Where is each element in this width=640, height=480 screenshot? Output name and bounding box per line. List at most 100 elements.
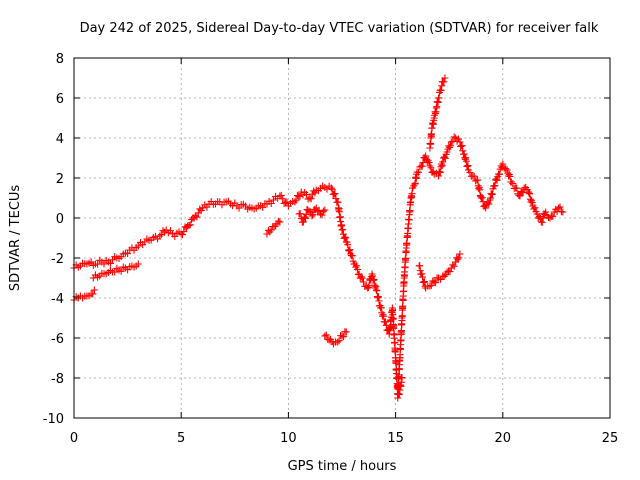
point-main	[516, 192, 524, 200]
x-axis-label: GPS time / hours	[288, 459, 397, 474]
point-lower-start	[89, 290, 97, 298]
point-extra-9h	[267, 226, 275, 234]
point-main	[277, 191, 285, 199]
point-main	[339, 226, 347, 234]
point-recovery-16h	[426, 282, 434, 290]
point-dip-12h	[335, 337, 343, 345]
point-main	[344, 241, 352, 249]
point-spike-17h	[440, 78, 448, 86]
point-main	[425, 159, 433, 167]
point-main	[353, 265, 361, 273]
point-recovery-16h	[440, 272, 448, 280]
point-main	[347, 250, 355, 258]
point-main	[422, 152, 430, 160]
point-main	[538, 218, 546, 226]
point-dip-12h	[322, 331, 330, 339]
point-main	[513, 184, 521, 192]
point-mid-band	[134, 260, 142, 268]
point-main	[380, 312, 388, 320]
point-main	[436, 168, 444, 176]
point-recovery-16h	[419, 273, 427, 281]
point-main	[302, 190, 310, 198]
point-main	[185, 221, 193, 229]
point-main	[87, 258, 95, 266]
x-tick-label: 0	[70, 431, 78, 446]
y-tick-label: 8	[56, 52, 64, 67]
point-main	[491, 182, 499, 190]
point-main	[180, 228, 188, 236]
grid	[74, 58, 610, 418]
point-spike-17h	[441, 74, 449, 82]
point-main	[307, 195, 315, 203]
point-main	[351, 260, 359, 268]
point-mid-band	[117, 267, 125, 275]
y-tick-label: -10	[43, 412, 64, 427]
point-main	[269, 196, 277, 204]
point-main	[549, 212, 557, 220]
point-main	[378, 309, 386, 317]
point-main	[535, 213, 543, 221]
point-main	[454, 135, 462, 143]
point-main	[470, 172, 478, 180]
point-main	[435, 168, 443, 176]
point-recovery-16h	[446, 268, 454, 276]
point-recovery-16h	[418, 270, 426, 278]
y-tick-label: -8	[51, 372, 64, 387]
point-main	[528, 199, 536, 207]
point-main	[134, 242, 142, 250]
point-dip-12h	[342, 328, 350, 336]
point-main	[446, 142, 454, 150]
point-main	[487, 190, 495, 198]
point-extra-10-12h	[318, 211, 326, 219]
point-main	[542, 208, 550, 216]
point-extra-10-12h	[305, 207, 313, 215]
point-dip-12h	[338, 332, 346, 340]
point-dip-12h	[334, 338, 342, 346]
point-main	[382, 318, 390, 326]
point-main	[296, 192, 304, 200]
x-tick-labels: 0 5 10 15 20 25	[70, 431, 618, 446]
y-tick-label: 6	[56, 92, 64, 107]
point-recovery-16h	[455, 254, 463, 262]
point-main	[124, 250, 132, 258]
point-low-branch	[398, 374, 406, 382]
point-main	[526, 190, 534, 198]
y-tick-labels: -10 -8 -6 -4 -2 0 2 4 6 8	[43, 52, 64, 427]
point-recovery-16h	[420, 278, 428, 286]
point-main	[423, 158, 431, 166]
x-tick-label: 5	[177, 431, 185, 446]
point-main	[106, 259, 114, 267]
point-main	[458, 142, 466, 150]
point-main	[357, 273, 365, 281]
point-main	[507, 178, 515, 186]
point-main	[482, 204, 490, 212]
point-main	[306, 194, 314, 202]
x-tick-label: 25	[602, 431, 619, 446]
point-main	[279, 195, 287, 203]
point-lower-start	[90, 286, 98, 294]
y-tick-label: 2	[56, 172, 64, 187]
axis-ticks	[73, 57, 611, 419]
point-main	[515, 191, 523, 199]
point-main	[292, 196, 300, 204]
point-main	[499, 160, 507, 168]
point-main	[493, 176, 501, 184]
point-extra-9h	[276, 218, 284, 226]
y-axis-label: SDTVAR / TECUs	[8, 185, 23, 292]
point-main	[259, 203, 267, 211]
point-main	[327, 184, 335, 192]
point-main	[447, 138, 455, 146]
point-main	[459, 147, 467, 155]
point-main	[414, 168, 422, 176]
point-main	[531, 204, 539, 212]
y-tick-label: -2	[51, 252, 64, 267]
point-main	[555, 204, 563, 212]
y-tick-label: 4	[56, 132, 64, 147]
point-main	[434, 172, 442, 180]
point-extra-10-12h	[299, 218, 307, 226]
point-main	[439, 158, 447, 166]
point-main	[418, 162, 426, 170]
point-recovery-16h	[454, 255, 462, 263]
point-main	[339, 230, 347, 238]
